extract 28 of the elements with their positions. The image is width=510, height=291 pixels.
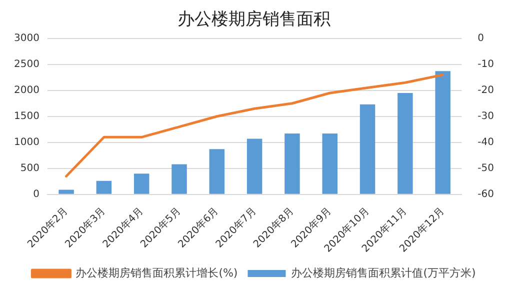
y2-tick-label: -10 [478, 58, 494, 70]
bar [209, 149, 225, 194]
legend-label: 办公楼期房销售面积累计值(万平方米) [291, 266, 476, 280]
y-tick-label: 1500 [14, 110, 40, 122]
y-tick-label: 3000 [14, 32, 40, 44]
y2-tick-label: 0 [478, 32, 484, 44]
y2-tick-label: -40 [478, 136, 494, 148]
bar [435, 71, 450, 194]
bar [172, 164, 187, 194]
y-tick-label: 500 [20, 162, 40, 174]
y2-tick-label: -20 [478, 84, 494, 96]
bar [96, 180, 112, 194]
legend-label: 办公楼期房销售面积累计增长(%) [76, 266, 238, 280]
bar [398, 92, 413, 194]
bar [360, 104, 376, 194]
bar [284, 134, 300, 194]
bar [246, 138, 262, 194]
y2-tick-label: -50 [478, 162, 494, 174]
y2-tick-label: -30 [478, 110, 494, 122]
bar [322, 134, 338, 194]
bar [58, 190, 74, 194]
y2-tick-label: -60 [478, 188, 494, 200]
y-tick-label: 2000 [14, 84, 40, 96]
y-tick-label: 2500 [14, 58, 40, 70]
chart-title: 办公楼期房销售面积 [178, 10, 330, 30]
bar [134, 174, 150, 194]
y-tick-label: 1000 [14, 136, 40, 148]
y-tick-label: 0 [33, 188, 40, 200]
